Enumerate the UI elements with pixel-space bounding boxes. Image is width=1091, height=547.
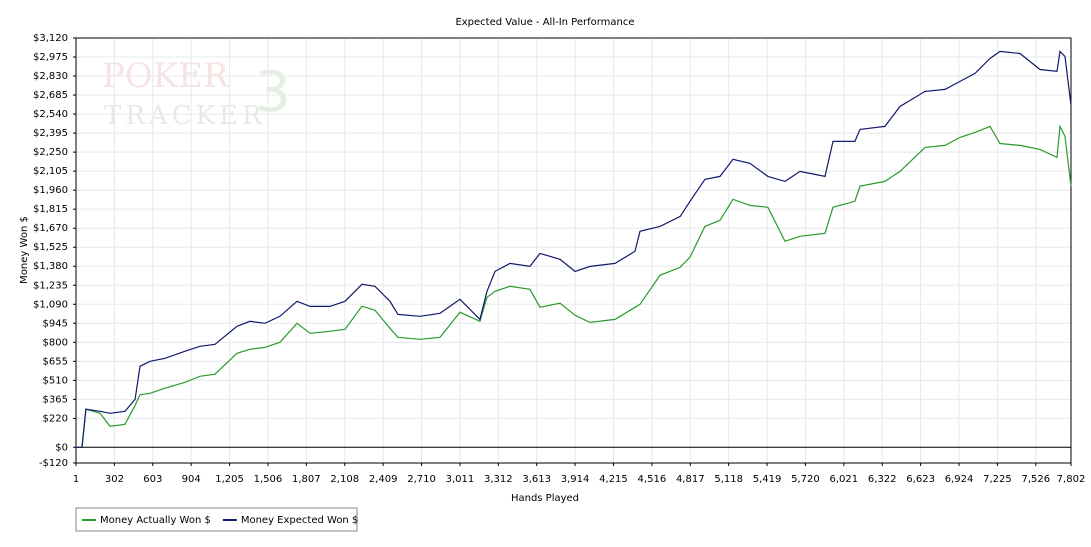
x-tick-label: 5,419 (753, 474, 782, 485)
y-tick-label: $3,120 (33, 33, 68, 44)
x-tick-label: 7,526 (1021, 474, 1050, 485)
y-tick-label: $1,525 (33, 242, 68, 253)
x-tick-label: 2,108 (330, 474, 359, 485)
y-tick-label: $2,830 (33, 71, 68, 82)
x-tick-label: 3,312 (484, 474, 513, 485)
y-tick-label: $945 (43, 318, 68, 329)
x-tick-label: 2,710 (407, 474, 436, 485)
x-tick-label: 3,011 (446, 474, 475, 485)
y-tick-label: $510 (43, 375, 68, 386)
y-tick-label: $365 (43, 394, 68, 405)
x-tick-label: 2,409 (369, 474, 398, 485)
x-tick-label: 3,914 (561, 474, 590, 485)
x-tick-label: 6,623 (906, 474, 935, 485)
legend: Money Actually Won $ Money Expected Won $ (75, 507, 358, 532)
x-tick-label: 1,205 (215, 474, 244, 485)
x-axis-label: Hands Played (511, 493, 579, 504)
x-tick-label: 4,215 (599, 474, 628, 485)
y-tick-label: $1,670 (33, 223, 68, 234)
x-tick-label: 302 (105, 474, 124, 485)
plot-border (75, 37, 1072, 464)
plot-area (76, 38, 1071, 463)
y-tick-label: $2,975 (33, 52, 68, 63)
legend-box (75, 507, 358, 532)
legend-label: Money Actually Won $ (100, 515, 211, 526)
x-tick-label: 904 (182, 474, 201, 485)
watermark: POKER TRACKER 3 (102, 56, 291, 131)
x-tick-label: 6,924 (945, 474, 974, 485)
y-tick-label: -$120 (39, 458, 68, 469)
y-tick-label: $1,815 (33, 204, 68, 215)
y-tick-label: $2,250 (33, 147, 68, 158)
y-tick-label: $220 (43, 413, 68, 424)
chart-title: Expected Value - All-In Performance (455, 17, 634, 28)
x-tick-label: 7,802 (1057, 474, 1086, 485)
y-tick-label: $1,960 (33, 185, 68, 196)
y-tick-label: $0 (55, 442, 68, 453)
x-tick-label: 1 (73, 474, 79, 485)
series-line (76, 50, 1072, 448)
watermark-text: TRACKER (104, 101, 266, 131)
y-tick-label: $1,090 (33, 299, 68, 310)
series-line (76, 124, 1072, 448)
y-axis-label: Money Won $ (19, 216, 30, 284)
watermark-text: 3 (255, 60, 291, 125)
y-tick-label: $2,395 (33, 128, 68, 139)
x-tick-label: 4,817 (676, 474, 705, 485)
y-tick-label: $1,380 (33, 261, 68, 272)
x-tick-label: 5,118 (714, 474, 743, 485)
x-tick-label: 6,021 (830, 474, 859, 485)
y-tick-label: $1,235 (33, 280, 68, 291)
x-tick-label: 1,807 (292, 474, 321, 485)
y-tick-label: $2,685 (33, 90, 68, 101)
x-tick-label: 1,506 (254, 474, 283, 485)
x-tick-label: 7,225 (983, 474, 1012, 485)
y-tick-label: $2,540 (33, 109, 68, 120)
x-tick-label: 3,613 (522, 474, 551, 485)
y-tick-label: $800 (43, 337, 68, 348)
y-tick-label: $2,105 (33, 166, 68, 177)
x-tick-label: 6,322 (868, 474, 897, 485)
x-tick-label: 603 (143, 474, 162, 485)
x-tick-label: 5,720 (791, 474, 820, 485)
y-tick-label: $655 (43, 356, 68, 367)
x-tick-label: 4,516 (638, 474, 667, 485)
legend-label: Money Expected Won $ (241, 515, 358, 526)
